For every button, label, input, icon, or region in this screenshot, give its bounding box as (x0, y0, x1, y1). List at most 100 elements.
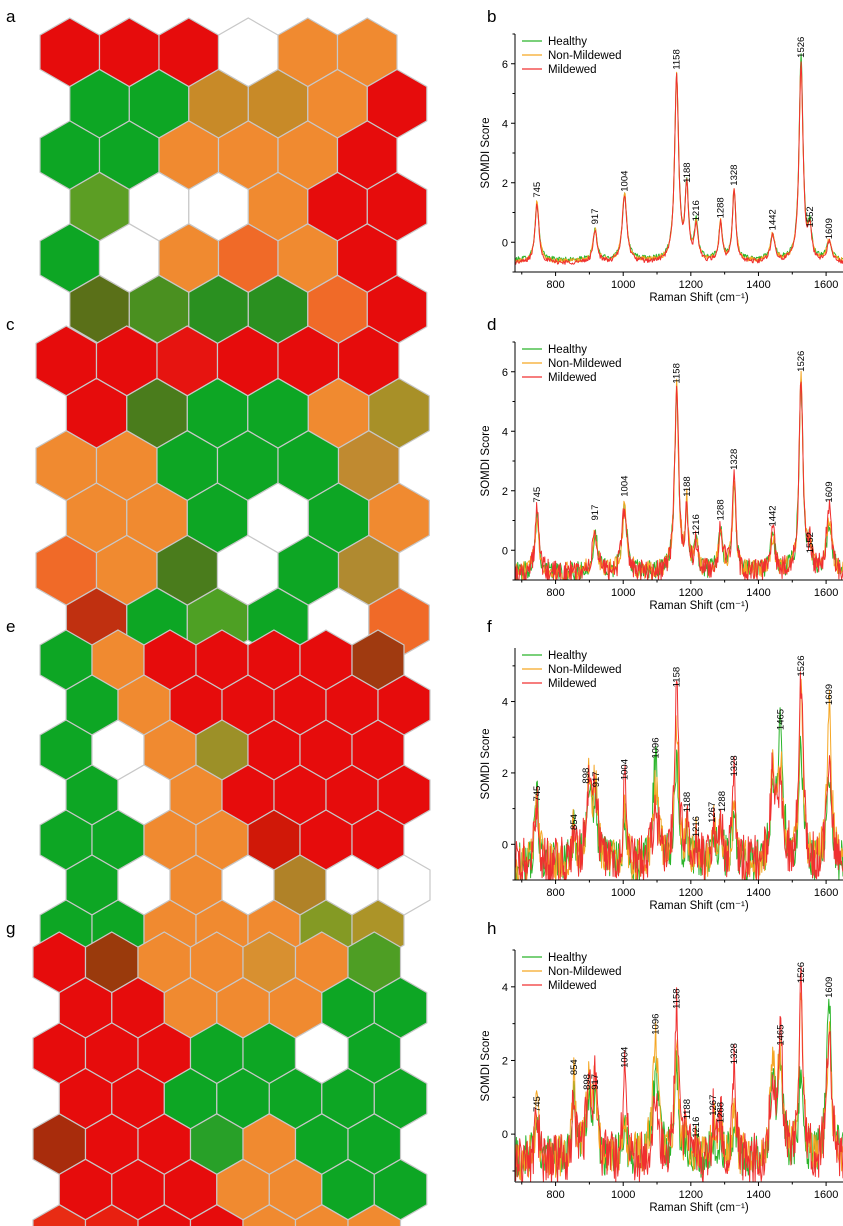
peak-label: 1552 (805, 206, 816, 227)
y-axis-title: SOMDI Score (480, 118, 492, 189)
plot-area (515, 966, 843, 1182)
y-tick-label: 4 (502, 697, 508, 709)
peak-label: 1096 (651, 1014, 662, 1035)
peak-label: 1328 (729, 165, 740, 186)
peak-label: 898 (582, 1074, 593, 1090)
peak-label: 1004 (620, 759, 631, 780)
peak-label: 1442 (768, 209, 779, 230)
legend: Healthy Non-Mildewed Mildewed (522, 344, 622, 384)
plot-area (515, 53, 843, 265)
peak-label: 1004 (620, 171, 631, 192)
peak-label: 1526 (796, 37, 807, 58)
legend-label: Healthy (548, 952, 587, 964)
x-tick-label: 1200 (679, 887, 703, 899)
peak-label: 1465 (775, 709, 786, 730)
peak-label: 745 (532, 1096, 543, 1112)
x-tick-label: 1400 (746, 1189, 770, 1201)
x-tick-label: 1600 (814, 887, 838, 899)
som-map-e (39, 629, 431, 961)
peak-label: 1442 (768, 505, 779, 526)
peak-label: 1465 (775, 1025, 786, 1046)
peak-label: 1328 (729, 449, 740, 470)
y-axis-title: SOMDI Score (480, 729, 492, 800)
x-tick-label: 800 (546, 887, 564, 899)
peak-label: 1288 (715, 1102, 726, 1123)
x-tick-label: 1400 (746, 279, 770, 291)
series-line-mildewed (515, 966, 843, 1182)
panel-letter-b: b (487, 7, 496, 26)
peak-label: 917 (591, 771, 602, 787)
x-tick-label: 1600 (814, 1189, 838, 1201)
peak-label: 1552 (805, 532, 816, 553)
peak-label: 1267 (708, 1095, 719, 1116)
y-tick-label: 2 (502, 486, 508, 498)
panel-letter-g: g (6, 919, 15, 938)
y-axis-title: SOMDI Score (480, 1031, 492, 1102)
x-axis-title: Raman Shift (cm⁻¹) (649, 1202, 749, 1214)
peak-label: 1158 (672, 49, 683, 69)
peak-label: 1188 (682, 162, 693, 182)
legend-label: Healthy (548, 344, 587, 356)
peak-label: 1216 (691, 1117, 702, 1138)
y-tick-label: 4 (502, 426, 508, 438)
y-tick-label: 2 (502, 1055, 508, 1067)
x-tick-label: 800 (546, 587, 564, 599)
peak-label: 1188 (682, 1099, 693, 1119)
legend: Healthy Non-Mildewed Mildewed (522, 952, 622, 992)
chart-h: 800 1000 1200 1400 1600 0 2 4 Raman Shift (cm⁻¹)… (480, 949, 843, 1214)
peak-label: 898 (581, 768, 592, 784)
peak-label: 1526 (796, 351, 807, 372)
peak-label: 917 (590, 505, 601, 521)
y-tick-label: 6 (502, 367, 508, 379)
som-map-g (32, 931, 428, 1226)
legend-label: Healthy (548, 650, 587, 662)
peak-label: 1609 (824, 218, 835, 239)
legend-label: Non-Mildewed (548, 664, 622, 676)
chart-f: 800 1000 1200 1400 1600 0 2 4 Raman Shift (cm⁻¹)… (480, 648, 843, 912)
x-tick-label: 800 (546, 279, 564, 291)
peak-label: 1004 (620, 476, 631, 497)
y-tick-label: 6 (502, 59, 508, 71)
legend-label: Mildewed (548, 372, 597, 384)
y-axis-title: SOMDI Score (480, 426, 492, 497)
x-tick-label: 1000 (611, 587, 635, 599)
legend-label: Mildewed (548, 64, 597, 76)
y-tick-label: 4 (502, 118, 508, 130)
peak-label: 854 (569, 814, 580, 830)
peak-label: 1158 (672, 667, 683, 687)
chart-b: 800 1000 1200 1400 1600 0 2 4 6 Raman Shift (cm⁻¹… (480, 33, 843, 304)
series-line-mildewed (515, 671, 843, 880)
x-tick-label: 1400 (746, 587, 770, 599)
legend-label: Healthy (548, 36, 587, 48)
series-line-mildewed (515, 381, 843, 580)
peak-label: 1216 (691, 200, 702, 221)
peak-label: 1158 (672, 363, 683, 383)
peak-label: 917 (590, 209, 601, 225)
peak-label: 917 (590, 1074, 601, 1090)
x-tick-label: 800 (546, 1189, 564, 1201)
peak-label: 854 (569, 1059, 580, 1075)
legend: Healthy Non-Mildewed Mildewed (522, 36, 622, 76)
x-tick-label: 1000 (611, 887, 635, 899)
peak-label: 745 (532, 487, 543, 503)
legend: Healthy Non-Mildewed Mildewed (522, 650, 622, 690)
legend-label: Non-Mildewed (548, 50, 622, 62)
x-tick-label: 1000 (611, 279, 635, 291)
peak-label: 1609 (824, 481, 835, 502)
peak-label: 1526 (796, 655, 807, 676)
panel-letter-f: f (487, 617, 492, 636)
x-tick-label: 1000 (611, 1189, 635, 1201)
peak-label: 1188 (682, 476, 693, 496)
plot-area (515, 671, 843, 880)
y-tick-label: 0 (502, 1129, 508, 1141)
peak-label: 745 (532, 182, 543, 198)
x-tick-label: 1600 (814, 587, 838, 599)
y-tick-label: 0 (502, 237, 508, 249)
panel-letter-e: e (6, 617, 15, 636)
peak-label: 1188 (682, 792, 693, 812)
legend-label: Mildewed (548, 980, 597, 992)
peak-label: 1526 (796, 962, 807, 983)
peak-label: 1158 (672, 988, 683, 1008)
peak-label: 1216 (691, 816, 702, 837)
peak-label: 1328 (729, 755, 740, 776)
